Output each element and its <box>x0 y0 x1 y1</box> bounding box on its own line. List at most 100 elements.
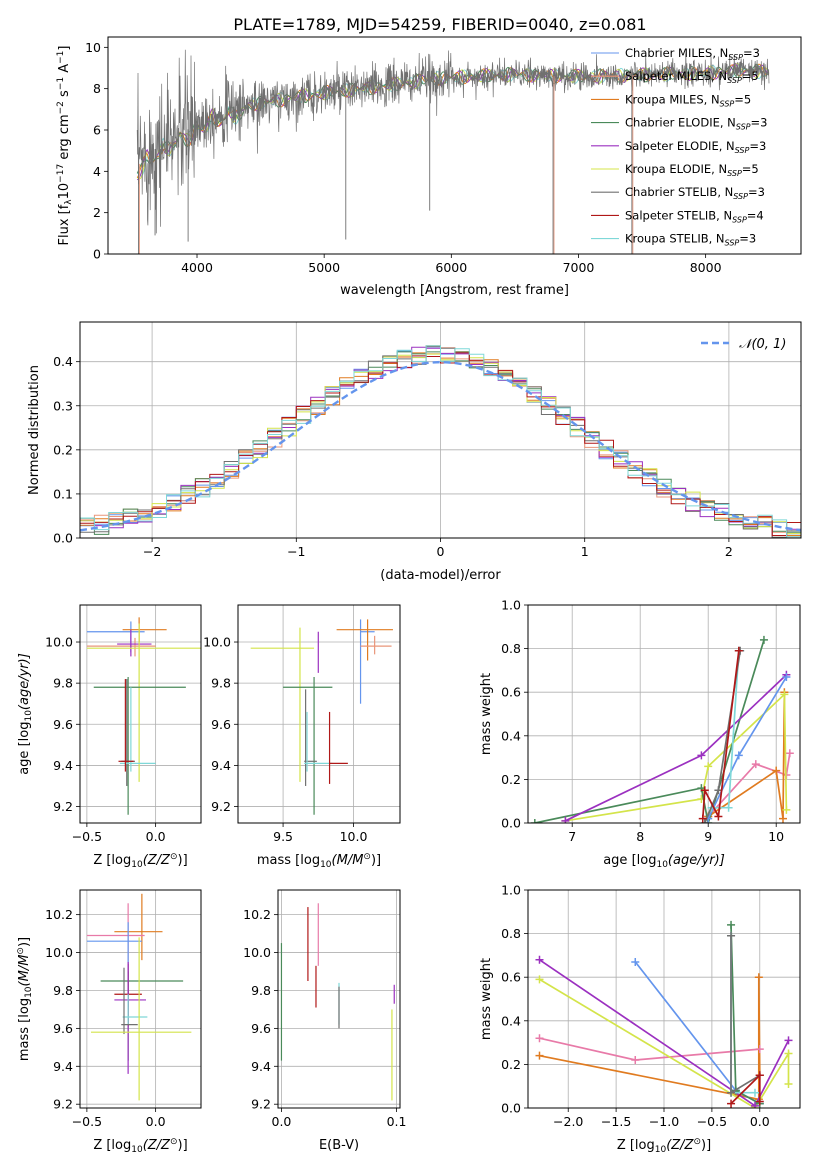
axes-frame <box>107 36 802 255</box>
histograms <box>80 345 801 538</box>
y-tick-label: 10.0 <box>45 945 73 960</box>
weight-point <box>784 1080 793 1089</box>
x-tick-label: 6000 <box>435 260 467 275</box>
legend-label: Kroupa STELIB, NSSP=3 <box>625 232 756 248</box>
weight-point <box>727 1099 736 1108</box>
residuals-panel: −2 −1 0 1 2 0.0 0.1 0.2 0.3 0.4 𝒩(0, 1) (data-model… <box>27 321 802 583</box>
weight-point <box>782 672 791 681</box>
weight-series <box>565 674 787 822</box>
x-tick-label: −1 <box>287 544 305 559</box>
errorbars <box>86 893 192 1101</box>
weight-point <box>724 803 733 812</box>
weight-point <box>698 814 707 823</box>
x-tick-label: −2 <box>143 544 161 559</box>
y-tick-label: 9.8 <box>53 676 73 691</box>
weight-series <box>565 692 788 822</box>
x-tick-label: 7000 <box>563 260 595 275</box>
y-axis-label: mass [log10(M/M⊙)] <box>16 937 34 1061</box>
y-tick-label: 9.6 <box>53 1021 73 1036</box>
x-axis-label: Z [log10(Z/Z⊙)] <box>93 1137 187 1155</box>
y-tick-label: 0.0 <box>501 1101 521 1116</box>
observed-spectrum <box>136 49 770 234</box>
y-tick-label: 0.6 <box>501 685 521 700</box>
figure-title: PLATE=1789, MJD=54259, FIBERID=0040, z=0… <box>233 15 646 34</box>
x-tick-label: 0.0 <box>146 829 166 844</box>
y-tick-label: 1.0 <box>501 598 521 613</box>
x-tick-label: −0.5 <box>72 1114 102 1129</box>
weight-point <box>750 1088 759 1097</box>
y-tick-label: 0 <box>93 247 101 262</box>
y-tick-label: 10.0 <box>203 635 231 650</box>
axes-frame <box>79 321 802 539</box>
weight-point <box>700 786 709 795</box>
weight-series <box>534 639 765 823</box>
x-tick-label: −1.0 <box>649 1114 679 1129</box>
y-tick-label: 0.2 <box>501 1057 521 1072</box>
y-tick-label: 0.4 <box>53 354 73 369</box>
spectrum-panel: 4000 5000 6000 7000 8000 0 2 4 6 8 10 Chabrier MILE… <box>56 36 802 298</box>
y-tick-label: 9.4 <box>251 1059 271 1074</box>
z_age-panel: −0.5 0.0 9.2 9.4 9.6 9.8 10.0 Z [log10(Z/Z⊙)] ag… <box>17 604 202 870</box>
x-tick-label: 1 <box>581 544 589 559</box>
legend-label: 𝒩(0, 1) <box>739 337 786 352</box>
weight-point <box>755 1071 764 1080</box>
legend-label: Salpeter STELIB, NSSP=4 <box>625 208 764 224</box>
y-tick-label: 9.6 <box>251 1021 271 1036</box>
y-tick-label: 9.6 <box>53 717 73 732</box>
y-tick-label: 0.4 <box>501 728 521 743</box>
weight-lines <box>535 920 793 1108</box>
x-tick-label: −1.5 <box>601 1114 631 1129</box>
weight-point <box>784 1049 793 1058</box>
y-tick-label: 9.8 <box>251 983 271 998</box>
y-tick-label: 0.2 <box>501 772 521 787</box>
y-tick-label: 10 <box>85 40 101 55</box>
y-axis-label: Flux [fλ10−17 erg cm−2 s−1 A−1] <box>56 46 74 246</box>
y-axis-label: mass weight <box>479 673 494 755</box>
errorbars <box>86 617 201 815</box>
y-tick-label: 6 <box>93 123 101 138</box>
legend-label: Salpeter ELODIE, NSSP=3 <box>625 139 766 155</box>
y-tick-label: 8 <box>93 81 101 96</box>
axes-frame <box>237 604 401 824</box>
weight-point <box>734 751 743 760</box>
weight-point <box>779 814 787 823</box>
y-axis-label: mass weight <box>479 958 494 1040</box>
x-axis-label: wavelength [Angstrom, rest frame] <box>340 283 569 298</box>
x-tick-label: 10.0 <box>340 829 368 844</box>
x-axis-label: Z [log10(Z/Z⊙)] <box>93 852 187 870</box>
histogram-series <box>80 345 801 538</box>
gaussian-curve <box>80 360 801 532</box>
x-tick-label: 2 <box>725 544 733 559</box>
y-tick-label: 9.2 <box>53 799 73 814</box>
x-tick-label: 0.0 <box>750 1114 770 1129</box>
y-tick-label: 0.1 <box>53 486 73 501</box>
legend-label: Kroupa ELODIE, NSSP=5 <box>625 162 759 178</box>
axes-frame <box>527 604 801 824</box>
x-tick-label: 0 <box>437 544 445 559</box>
weight-point <box>780 690 789 699</box>
legend-label: Kroupa MILES, NSSP=5 <box>625 92 751 108</box>
weight-point <box>535 1051 544 1060</box>
x-axis-label: age [log10(age/yr)] <box>603 853 725 870</box>
ebv-panel: 0.0 0.1 9.2 9.4 9.6 9.8 10.0 10.2 E(B-V) <box>243 889 406 1153</box>
weight-point <box>697 751 706 760</box>
weight-point <box>535 975 544 984</box>
weight-point <box>785 749 794 758</box>
x-axis-label: E(B-V) <box>319 1138 359 1153</box>
axes-frame <box>79 604 202 824</box>
y-tick-label: 9.6 <box>211 717 231 732</box>
x-axis-label: (data-model)/error <box>380 568 501 583</box>
legend-label: Chabrier MILES, NSSP=3 <box>625 46 760 62</box>
x-tick-label: 9 <box>704 829 712 844</box>
x-tick-label: 0.0 <box>146 1114 166 1129</box>
y-tick-label: 0.0 <box>53 531 73 546</box>
y-axis-label: Normed distribution <box>27 365 42 495</box>
weight-point <box>535 955 544 964</box>
weight-lines <box>530 635 794 823</box>
x-tick-label: 0.0 <box>272 1114 292 1129</box>
errorbars <box>280 903 395 1101</box>
x-tick-label: 8000 <box>690 260 722 275</box>
weight-series <box>539 1037 760 1061</box>
y-tick-label: 0.0 <box>501 816 521 831</box>
x-tick-label: 10 <box>768 829 784 844</box>
